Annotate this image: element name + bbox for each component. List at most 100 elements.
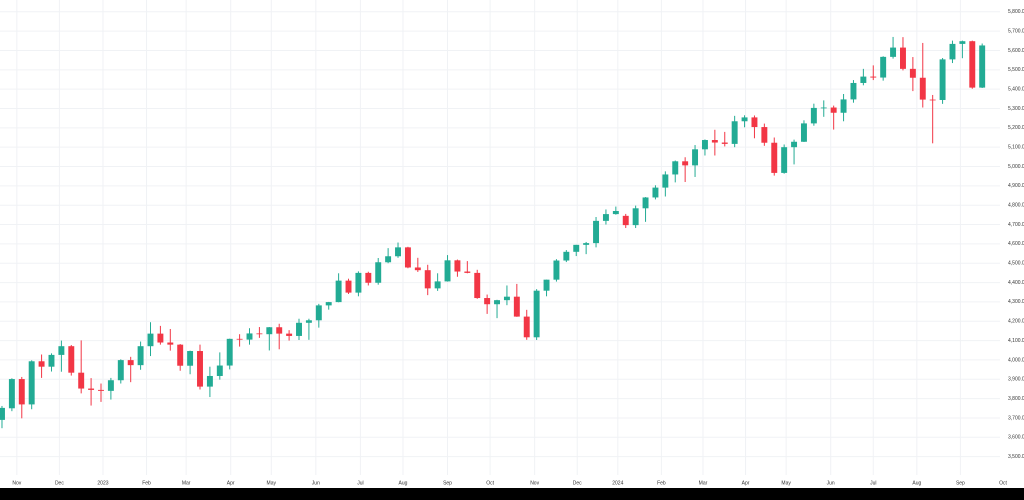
x-tick-label: Oct: [486, 480, 494, 486]
candle-body: [771, 142, 778, 173]
y-tick-label: 5,600.0: [1008, 48, 1024, 54]
x-tick-label: Aug: [912, 480, 921, 486]
candle-body: [464, 271, 471, 273]
candle-body: [830, 107, 837, 113]
axis-labels: 3,500.0 3,600.0 3,700.0 3,800.0 3,900.0 4,000…: [12, 9, 1024, 486]
x-tick-label: Sep: [956, 480, 965, 486]
candle-body: [553, 260, 560, 280]
candle-body: [721, 142, 728, 144]
y-tick-label: 5,200.0: [1008, 125, 1024, 131]
y-tick-label: 4,300.0: [1008, 299, 1024, 305]
candle-body: [593, 220, 600, 244]
candle-body: [236, 338, 243, 340]
x-tick-label: Oct: [999, 480, 1007, 486]
candle-body: [0, 407, 5, 420]
candle-body: [810, 107, 817, 124]
candle-body: [385, 256, 392, 263]
x-tick-label: Mar: [182, 480, 191, 486]
candle-body: [216, 365, 223, 376]
y-tick-label: 5,800.0: [1008, 9, 1024, 15]
candle-body: [197, 351, 203, 387]
candle-body: [137, 346, 144, 366]
y-tick-label: 4,500.0: [1008, 261, 1024, 267]
candle-body: [226, 338, 233, 366]
candle-body: [741, 117, 748, 122]
candle-body: [761, 127, 768, 143]
candle-body: [325, 302, 332, 306]
x-tick-label: Nov: [530, 480, 539, 486]
candle-body: [375, 262, 382, 283]
candle-body: [939, 59, 946, 100]
candle-body: [692, 149, 699, 166]
y-tick-label: 3,600.0: [1008, 435, 1024, 441]
candle-body: [345, 280, 352, 293]
candle-body: [117, 360, 124, 381]
candle-body: [533, 290, 540, 338]
x-tick-label: Jun: [312, 480, 320, 486]
y-tick-label: 4,900.0: [1008, 183, 1024, 189]
candle-body: [642, 197, 649, 209]
x-tick-label: Dec: [55, 480, 64, 486]
candle-body: [484, 298, 491, 305]
y-tick-label: 3,500.0: [1008, 454, 1024, 460]
y-tick-label: 3,700.0: [1008, 415, 1024, 421]
y-tick-label: 5,000.0: [1008, 164, 1024, 170]
candle-body: [28, 361, 35, 405]
y-tick-label: 4,700.0: [1008, 222, 1024, 228]
candle-body: [454, 260, 461, 272]
candle-body: [513, 296, 520, 317]
candle-body: [672, 161, 679, 175]
candle-body: [503, 296, 510, 301]
x-tick-label: Jun: [827, 480, 835, 486]
grid: [0, 0, 1000, 475]
x-tick-label: May: [781, 480, 791, 486]
candle-body: [8, 379, 15, 409]
candle-body: [157, 333, 164, 343]
candle-body: [682, 161, 689, 166]
candles: [0, 36, 986, 429]
candle-body: [632, 208, 639, 226]
x-tick-label: Feb: [142, 480, 151, 486]
candle-body: [622, 215, 629, 226]
candle-body: [711, 140, 718, 143]
candle-body: [305, 320, 312, 323]
candle-body: [791, 141, 798, 148]
candle-body: [147, 333, 154, 347]
candle-body: [266, 327, 273, 335]
candle-body: [820, 107, 827, 109]
candle-body: [880, 56, 887, 78]
y-tick-label: 5,300.0: [1008, 106, 1024, 112]
candle-body: [870, 76, 877, 78]
candle-body: [563, 251, 570, 261]
candle-body: [395, 247, 401, 257]
x-tick-label: Apr: [742, 480, 750, 486]
candle-body: [167, 342, 174, 345]
x-tick-label: Apr: [227, 480, 235, 486]
candle-body: [187, 351, 194, 366]
y-tick-label: 4,100.0: [1008, 338, 1024, 344]
candle-body: [573, 244, 580, 252]
candle-body: [840, 99, 847, 113]
candle-body: [751, 117, 758, 128]
candle-body: [474, 272, 481, 299]
candle-body: [315, 305, 322, 321]
x-tick-label: Feb: [657, 480, 666, 486]
candle-body: [246, 333, 253, 340]
candle-body: [88, 388, 95, 390]
candle-body: [900, 47, 906, 69]
candle-body: [662, 174, 669, 188]
candle-body: [18, 379, 25, 405]
y-tick-label: 5,100.0: [1008, 145, 1024, 151]
candle-body: [58, 346, 65, 355]
y-tick-label: 5,500.0: [1008, 67, 1024, 73]
candle-body: [78, 372, 85, 389]
x-tick-label: 2023: [97, 480, 108, 486]
candle-body: [365, 272, 372, 283]
candle-body: [583, 243, 590, 245]
candle-body: [850, 82, 857, 100]
y-tick-label: 4,000.0: [1008, 357, 1024, 363]
x-tick-label: May: [267, 480, 277, 486]
candle-body: [969, 41, 976, 88]
candle-body: [781, 147, 788, 173]
candle-body: [424, 270, 431, 289]
